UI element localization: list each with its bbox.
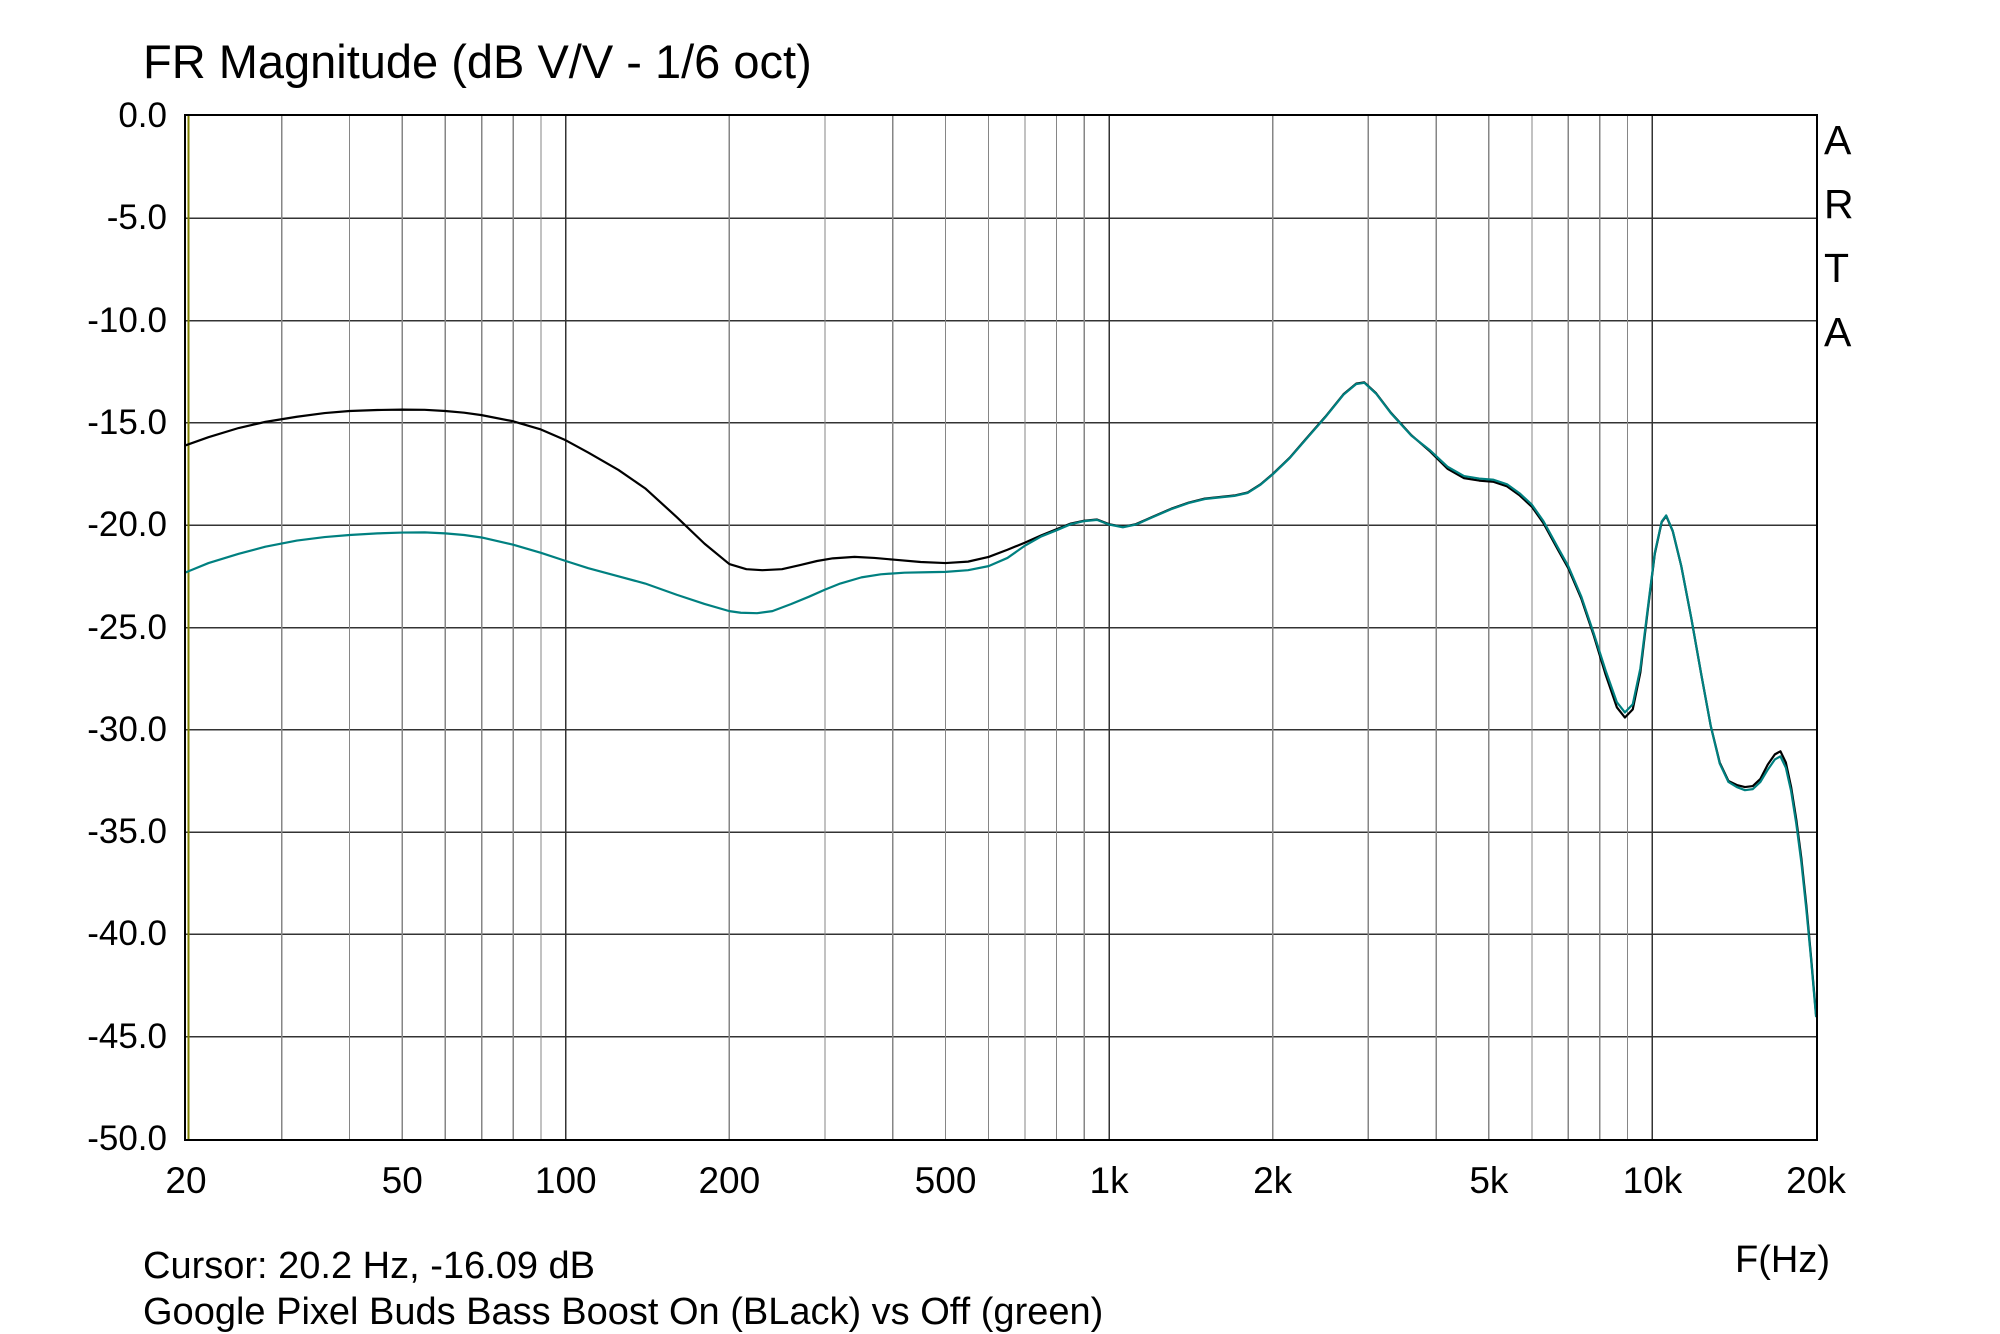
fr-chart-svg (186, 116, 1816, 1139)
y-tick-label: -45.0 (87, 1016, 167, 1056)
x-axis-title: F(Hz) (1735, 1239, 1830, 1281)
series-bass-boost-off (186, 381, 1816, 1018)
plot-area[interactable] (184, 114, 1818, 1141)
plot-title: FR Magnitude (dB V/V - 1/6 oct) (143, 35, 812, 88)
y-tick-label: -20.0 (87, 505, 167, 545)
y-tick-label: 0.0 (118, 96, 167, 135)
x-tick-label: 20 (165, 1160, 207, 1201)
y-tick-label: -5.0 (106, 198, 167, 238)
x-tick-label: 50 (381, 1160, 423, 1201)
x-tick-label: 5k (1469, 1160, 1509, 1201)
x-tick-label: 100 (534, 1160, 597, 1201)
y-tick-label: -10.0 (87, 300, 167, 340)
x-tick-label: 500 (914, 1160, 977, 1201)
arta-watermark: A R T A (1824, 117, 1854, 355)
y-tick-label: -50.0 (87, 1119, 167, 1158)
y-tick-label: -35.0 (87, 812, 167, 852)
y-tick-label: -40.0 (87, 914, 167, 954)
x-tick-label: 1k (1089, 1160, 1129, 1201)
x-tick-label: 200 (698, 1160, 761, 1201)
y-tick-label: -15.0 (87, 402, 167, 442)
graph-caption: Google Pixel Buds Bass Boost On (BLack) … (143, 1291, 1104, 1333)
x-tick-label: 10k (1622, 1160, 1683, 1201)
series-bass-boost-on (186, 381, 1816, 1016)
y-tick-label: -25.0 (87, 607, 167, 647)
y-tick-label: -30.0 (87, 709, 167, 749)
cursor-readout: Cursor: 20.2 Hz, -16.09 dB (143, 1245, 595, 1287)
x-tick-label: 2k (1253, 1160, 1293, 1201)
x-tick-label: 20k (1786, 1160, 1846, 1201)
